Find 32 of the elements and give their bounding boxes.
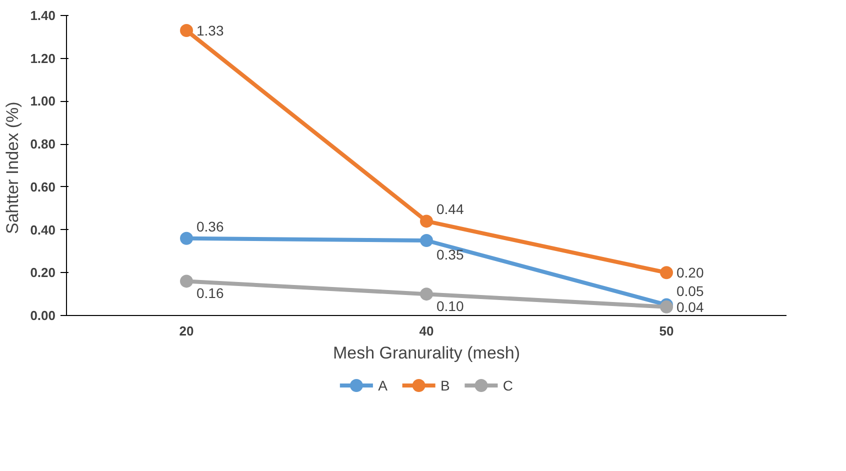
- point: [420, 234, 433, 247]
- data-label: 0.04: [676, 298, 704, 315]
- legend-label: C: [502, 378, 513, 394]
- y-tick-label: 0.60: [30, 179, 56, 194]
- x-axis-title: Mesh Granurality (mesh): [332, 344, 520, 362]
- point: [180, 232, 193, 245]
- data-label: 0.05: [676, 282, 704, 299]
- y-tick-label: 1.40: [30, 8, 56, 23]
- x-tick-label: 20: [179, 324, 194, 338]
- data-label: 0.36: [196, 218, 224, 234]
- y-tick-label: 0.00: [30, 308, 56, 323]
- point: [420, 288, 433, 301]
- data-label: 1.33: [196, 22, 224, 38]
- y-tick-label: 1.20: [30, 50, 56, 66]
- data-label: 0.44: [436, 201, 464, 218]
- point: [180, 274, 193, 288]
- data-label: 0.16: [196, 285, 224, 302]
- data-label: 0.20: [676, 264, 704, 281]
- y-tick-label: 0.20: [30, 265, 56, 280]
- legend-label: B: [440, 378, 450, 394]
- y-tick-label: 0.40: [30, 222, 56, 238]
- point: [660, 266, 673, 280]
- y-tick-label: 0.80: [30, 136, 56, 152]
- legend-label: A: [378, 378, 388, 394]
- x-tick-label: 40: [419, 324, 434, 338]
- data-label: 0.10: [436, 298, 464, 314]
- data-label: 0.35: [436, 246, 464, 262]
- y-axis-title: Sahtter Index (%): [3, 102, 22, 234]
- y-tick-label: 1.00: [30, 94, 56, 109]
- x-tick-label: 50: [659, 324, 674, 338]
- point: [420, 214, 433, 228]
- point: [180, 24, 193, 37]
